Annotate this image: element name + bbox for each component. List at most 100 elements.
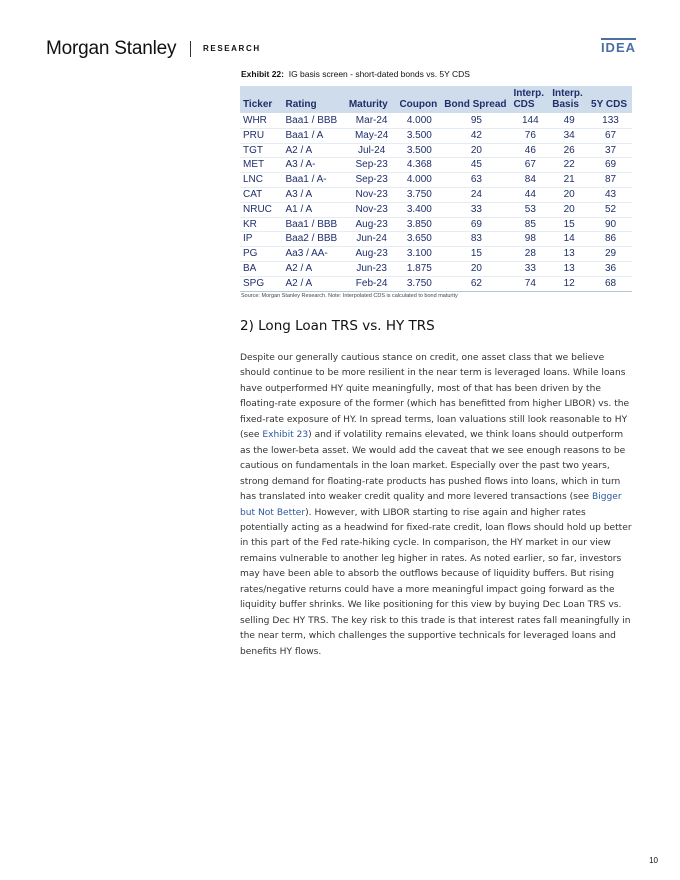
cell-rating: Baa1 / BBB [282, 113, 346, 129]
cell-coupon: 4.000 [396, 172, 442, 188]
body-paragraph: Despite our generally cautious stance on… [240, 351, 632, 660]
cell-interp-cds: 33 [510, 261, 550, 277]
cell-interp-cds: 74 [510, 276, 550, 292]
cell-5y-cds: 86 [588, 231, 632, 248]
col-header-bond-spread: Bond Spread [441, 86, 511, 114]
table-row: TGT A2 / A Jul-24 3.500 20 46 26 37 [240, 143, 632, 159]
cell-ticker: WHR [240, 113, 283, 129]
cell-bond-spread: 15 [441, 246, 511, 262]
cell-interp-basis: 21 [549, 172, 589, 188]
cell-maturity: Sep-23 [345, 172, 397, 188]
col-header-interp-basis: Interp. Basis [549, 86, 589, 114]
cell-coupon: 3.400 [396, 202, 442, 218]
bigger-but-not-better-link[interactable]: Bigger but Not Better [240, 492, 622, 518]
cell-coupon: 4.368 [396, 157, 442, 174]
cell-ticker: CAT [240, 187, 283, 203]
exhibit-title: IG basis screen - short-dated bonds vs. … [288, 69, 470, 79]
cell-interp-cds: 44 [510, 187, 550, 203]
col-header-interp-cds: Interp. CDS [510, 86, 550, 114]
cell-bond-spread: 83 [441, 231, 511, 248]
table-row: IP Baa2 / BBB Jun-24 3.650 83 98 14 86 [240, 231, 632, 248]
table-row: PG Aa3 / AA- Aug-23 3.100 15 28 13 29 [240, 246, 632, 262]
cell-ticker: NRUC [240, 202, 283, 218]
cell-maturity: Aug-23 [345, 217, 397, 233]
cell-rating: A3 / A- [282, 157, 346, 174]
cell-maturity: Feb-24 [345, 276, 397, 292]
cell-maturity: May-24 [345, 128, 397, 144]
cell-ticker: PRU [240, 128, 283, 144]
cell-rating: A1 / A [282, 202, 346, 218]
cell-rating: Baa2 / BBB [282, 231, 346, 248]
cell-ticker: SPG [240, 276, 283, 292]
cell-rating: Baa1 / A [282, 128, 346, 144]
cell-rating: A3 / A [282, 187, 346, 203]
cell-interp-basis: 49 [549, 113, 589, 129]
cell-bond-spread: 20 [441, 143, 511, 159]
cell-5y-cds: 90 [588, 217, 632, 233]
cell-interp-basis: 13 [549, 261, 589, 277]
cell-interp-basis: 14 [549, 231, 589, 248]
cell-rating: A2 / A [282, 276, 346, 292]
cell-5y-cds: 67 [588, 128, 632, 144]
cell-interp-basis: 20 [549, 187, 589, 203]
table-row: NRUC A1 / A Nov-23 3.400 33 53 20 52 [240, 202, 632, 218]
cell-coupon: 3.750 [396, 187, 442, 203]
cell-5y-cds: 68 [588, 276, 632, 292]
section-label: RESEARCH [203, 44, 261, 53]
cell-interp-cds: 98 [510, 231, 550, 248]
cell-interp-cds: 85 [510, 217, 550, 233]
cell-interp-basis: 34 [549, 128, 589, 144]
cell-coupon: 3.850 [396, 217, 442, 233]
cell-interp-cds: 76 [510, 128, 550, 144]
source-note: Source: Morgan Stanley Research. Note: I… [241, 293, 458, 299]
col-header-maturity: Maturity [345, 86, 397, 114]
cell-coupon: 4.000 [396, 113, 442, 129]
paragraph-text-2: ) and if volatility remains elevated, we… [240, 430, 626, 503]
cell-bond-spread: 33 [441, 202, 511, 218]
cell-bond-spread: 24 [441, 187, 511, 203]
table-header-row: Ticker Rating Maturity Coupon Bond Sprea… [240, 86, 632, 114]
cell-bond-spread: 42 [441, 128, 511, 144]
cell-5y-cds: 87 [588, 172, 632, 188]
cell-maturity: Aug-23 [345, 246, 397, 262]
cell-interp-cds: 53 [510, 202, 550, 218]
cell-ticker: PG [240, 246, 283, 262]
cell-interp-basis: 22 [549, 157, 589, 174]
cell-interp-cds: 144 [510, 113, 550, 129]
cell-maturity: Sep-23 [345, 157, 397, 174]
cell-coupon: 3.500 [396, 143, 442, 159]
cell-5y-cds: 37 [588, 143, 632, 159]
cell-interp-cds: 28 [510, 246, 550, 262]
brand-logo: Morgan Stanley [46, 38, 177, 59]
paragraph-text-1: Despite our generally cautious stance on… [240, 353, 630, 441]
cell-5y-cds: 36 [588, 261, 632, 277]
cell-coupon: 1.875 [396, 261, 442, 277]
col-header-ticker: Ticker [240, 86, 283, 114]
idea-badge: IDEA [600, 38, 636, 55]
cell-rating: Aa3 / AA- [282, 246, 346, 262]
cell-5y-cds: 69 [588, 157, 632, 174]
cell-interp-cds: 67 [510, 157, 550, 174]
cell-bond-spread: 69 [441, 217, 511, 233]
cell-maturity: Jun-23 [345, 261, 397, 277]
cell-rating: A2 / A [282, 143, 346, 159]
cell-interp-cds: 84 [510, 172, 550, 188]
cell-ticker: MET [240, 157, 283, 174]
cell-interp-basis: 13 [549, 246, 589, 262]
cell-5y-cds: 133 [588, 113, 632, 129]
cell-rating: Baa1 / BBB [282, 217, 346, 233]
cell-ticker: KR [240, 217, 283, 233]
cell-ticker: TGT [240, 143, 283, 159]
exhibit-23-link[interactable]: Exhibit 23 [262, 430, 309, 441]
cell-bond-spread: 95 [441, 113, 511, 129]
table-row: CAT A3 / A Nov-23 3.750 24 44 20 43 [240, 187, 632, 203]
table-row: SPG A2 / A Feb-24 3.750 62 74 12 68 [240, 276, 632, 292]
page-header: Morgan Stanley RESEARCH IDEA [46, 38, 636, 60]
col-header-5y-cds: 5Y CDS [588, 86, 632, 114]
cell-interp-basis: 20 [549, 202, 589, 218]
cell-5y-cds: 29 [588, 246, 632, 262]
cell-ticker: BA [240, 261, 283, 277]
paragraph-text-3: ). However, with LIBOR starting to rise … [240, 507, 632, 657]
cell-rating: A2 / A [282, 261, 346, 277]
cell-maturity: Mar-24 [345, 113, 397, 129]
